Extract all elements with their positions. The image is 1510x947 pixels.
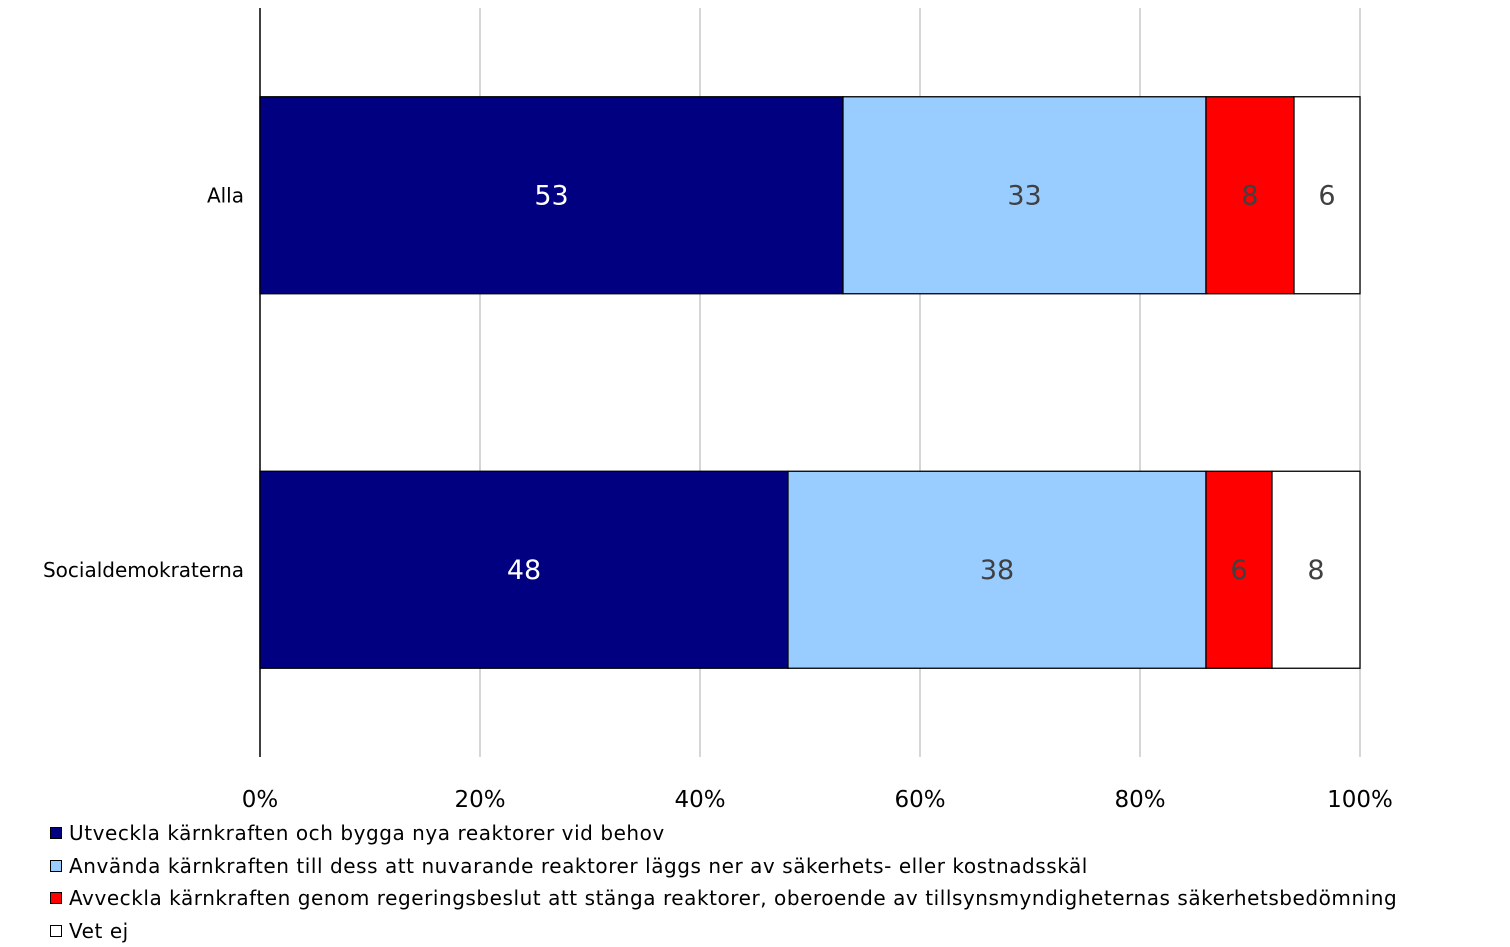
data-label: 6 <box>1230 555 1247 586</box>
data-label: 38 <box>980 555 1014 586</box>
legend-label: Avveckla kärnkraften genom regeringsbesl… <box>69 886 1397 910</box>
data-label: 8 <box>1307 555 1324 586</box>
data-label: 6 <box>1318 180 1335 211</box>
x-tick-label: 20% <box>454 787 505 813</box>
legend-swatch <box>50 860 62 872</box>
x-tick-label: 40% <box>674 787 725 813</box>
x-axis-ticks: 0% 20% 40% 60% 80% 100% <box>242 787 1393 813</box>
legend-item: Vet ej <box>50 915 1397 947</box>
x-tick-label: 0% <box>242 787 279 813</box>
data-label: 33 <box>1007 180 1041 211</box>
legend-item: Utveckla kärnkraften och bygga nya reakt… <box>50 817 1397 850</box>
data-label: 48 <box>507 555 541 586</box>
legend-swatch <box>50 892 62 904</box>
bar-segments: 53 33 8 6 48 38 6 8 <box>260 97 1360 669</box>
x-tick-label: 80% <box>1114 787 1165 813</box>
legend-swatch <box>50 925 62 937</box>
legend-label: Vet ej <box>69 919 129 943</box>
category-label: Alla <box>207 183 244 207</box>
legend-item: Avveckla kärnkraften genom regeringsbesl… <box>50 882 1397 915</box>
data-label: 8 <box>1241 180 1258 211</box>
legend-item: Använda kärnkraften till dess att nuvara… <box>50 850 1397 883</box>
category-label: Socialdemokraterna <box>43 558 244 582</box>
category-labels: Alla Socialdemokraterna <box>43 183 244 582</box>
x-tick-label: 100% <box>1327 787 1393 813</box>
legend-swatch <box>50 827 62 839</box>
legend: Utveckla kärnkraften och bygga nya reakt… <box>50 817 1397 947</box>
chart: 53 33 8 6 48 38 6 8 Alla Socialdemokraterna 0% 20… <box>0 0 1510 815</box>
x-tick-label: 60% <box>894 787 945 813</box>
data-label: 53 <box>534 180 568 211</box>
legend-label: Använda kärnkraften till dess att nuvara… <box>69 854 1088 878</box>
legend-label: Utveckla kärnkraften och bygga nya reakt… <box>69 821 665 845</box>
